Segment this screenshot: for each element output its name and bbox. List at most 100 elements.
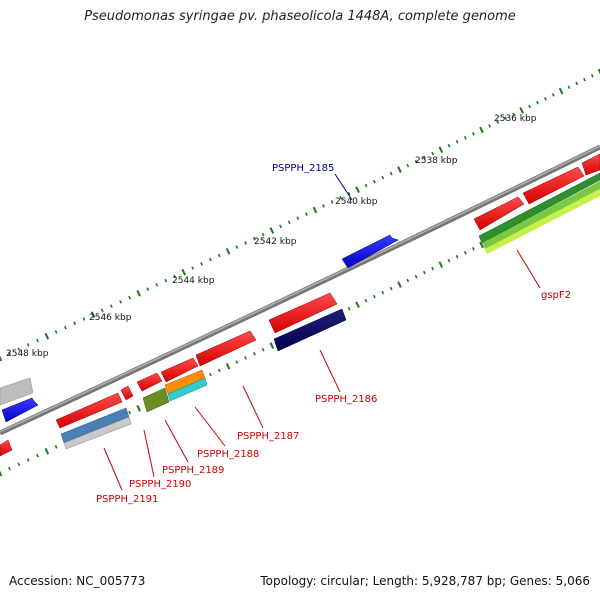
leader-pspph-2189: [164, 419, 189, 463]
scale-tick: [244, 356, 248, 360]
gene-red-2186-upper[interactable]: [268, 292, 338, 334]
gene-green-gspf2-1[interactable]: [478, 172, 600, 244]
gene-labels: PSPPH_2185 gspF2 PSPPH_2186 PSPPH_2187 P…: [96, 163, 571, 505]
scale-tick: [389, 286, 393, 291]
gene-red-2187-upper[interactable]: [195, 330, 257, 367]
leader-pspph-2190: [143, 429, 155, 478]
gene-red-2189-upper[interactable]: [136, 372, 163, 392]
gene-left-blue[interactable]: [1, 397, 39, 423]
scale-tick: [235, 245, 239, 249]
scale-tick: [575, 81, 579, 86]
scale-tick: [269, 227, 275, 234]
gene-label-pspph-2188[interactable]: PSPPH_2188: [197, 449, 259, 460]
scale-tick: [372, 179, 376, 184]
gene-red-2188-upper[interactable]: [160, 357, 199, 383]
genome-summary-text: Topology: circular; Length: 5,928,787 bp…: [260, 574, 590, 588]
scale-tick: [82, 317, 86, 321]
scale-tick: [355, 301, 360, 308]
scale-tick: [312, 206, 318, 214]
scale-tick: [36, 338, 39, 343]
scale-tick: [455, 254, 459, 259]
gene-olive-2189[interactable]: [142, 387, 170, 413]
scale-tick: [181, 268, 186, 276]
scale-tick: [225, 362, 231, 370]
scale-labels: 2536 kbp 2538 kbp 2540 kbp 2542 kbp 2544…: [6, 114, 537, 359]
scale-tick: [355, 186, 360, 193]
gene-pspph-2185[interactable]: [341, 234, 399, 269]
scale-tick: [0, 470, 3, 477]
scale-tick: [519, 107, 524, 114]
scale-tick: [438, 146, 444, 153]
scale-tick: [347, 306, 351, 311]
gene-navy-2186[interactable]: [273, 308, 347, 352]
scale-tick: [422, 270, 426, 275]
scale-tick: [397, 166, 402, 173]
scale-label-2548: 2548 kbp: [6, 349, 49, 359]
scale-tick: [414, 159, 418, 164]
scale-tick: [364, 298, 368, 303]
scale-tick: [447, 258, 451, 263]
gene-label-pspph-2190[interactable]: PSPPH_2190: [129, 479, 191, 490]
genome-backbone: [0, 144, 600, 436]
scale-label-2536: 2536 kbp: [494, 114, 537, 124]
scale-tick: [455, 139, 459, 144]
scale-tick: [261, 347, 265, 352]
leader-pspph-2188: [194, 406, 226, 447]
gene-label-pspph-2186[interactable]: PSPPH_2186: [315, 394, 377, 405]
scale-label-2544: 2544 kbp: [172, 276, 215, 286]
scale-tick: [364, 183, 368, 188]
scale-tick: [252, 352, 256, 356]
scale-tick: [0, 355, 3, 362]
scale-tick: [155, 283, 159, 287]
scale-tick: [512, 112, 516, 117]
scale-tick: [63, 325, 67, 330]
scale-tick: [54, 330, 58, 334]
scale-tick: [136, 290, 141, 297]
label-leader-lines: [103, 173, 541, 491]
scale-tick: [217, 368, 221, 373]
gene-red-left-lower[interactable]: [0, 439, 13, 457]
gene-red-gspf2-region-2[interactable]: [522, 166, 585, 205]
gene-red-2191-upper[interactable]: [55, 392, 123, 429]
scale-tick: [44, 447, 50, 455]
leader-pspph-2186: [319, 349, 341, 393]
gene-label-pspph-2189[interactable]: PSPPH_2189: [162, 465, 224, 476]
scale-tick: [567, 85, 571, 90]
scale-tick: [17, 347, 21, 352]
scale-tick: [128, 410, 132, 415]
scale-tick: [8, 351, 11, 356]
leader-pspph-2191: [103, 447, 123, 491]
scale-tick: [381, 290, 385, 295]
scale-tick: [73, 321, 77, 326]
scale-tick: [279, 224, 282, 229]
gene-label-pspph-2187[interactable]: PSPPH_2187: [237, 431, 299, 442]
scale-tick: [119, 300, 122, 304]
scale-tick: [463, 250, 467, 255]
scale-tick: [472, 132, 475, 136]
scale-tick: [26, 458, 30, 462]
scale-tick: [389, 171, 393, 176]
gene-red-gspf2-region-1[interactable]: [473, 196, 525, 231]
scale-tick: [479, 241, 484, 249]
scale-tick: [305, 212, 308, 216]
scale-tick: [164, 278, 168, 283]
gene-left-grey[interactable]: [0, 377, 34, 406]
scale-tick: [438, 261, 444, 268]
scale-tick: [479, 126, 484, 134]
map-title: Pseudomonas syringae pv. phaseolicola 14…: [84, 9, 516, 24]
gene-grey-2191[interactable]: [63, 416, 132, 450]
gene-green-gspf2-3[interactable]: [485, 189, 600, 254]
scale-tick: [296, 216, 300, 220]
gene-cyan-2188[interactable]: [167, 377, 208, 402]
gene-red-2190-upper[interactable]: [120, 385, 134, 401]
scale-tick: [17, 462, 21, 467]
scale-tick: [90, 311, 96, 319]
gene-label-pspph-2191[interactable]: PSPPH_2191: [96, 494, 158, 505]
scale-tick: [472, 247, 475, 251]
scale-tick: [536, 100, 539, 105]
gene-label-gspf2[interactable]: gspF2: [541, 290, 571, 301]
gene-red-right-edge[interactable]: [581, 153, 600, 176]
scale-tick: [244, 241, 248, 245]
gene-green-gspf2-2[interactable]: [482, 181, 600, 249]
gene-label-pspph-2185[interactable]: PSPPH_2185: [272, 163, 334, 174]
